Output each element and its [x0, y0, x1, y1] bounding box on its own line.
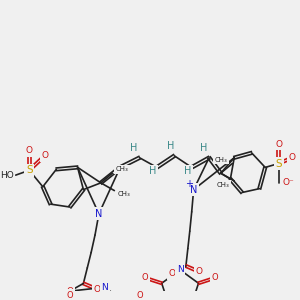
Text: HO: HO — [0, 171, 14, 180]
Text: O: O — [196, 267, 203, 276]
Text: N: N — [177, 266, 184, 274]
Text: CH₃: CH₃ — [216, 182, 229, 188]
Text: H: H — [184, 166, 191, 176]
Text: O: O — [26, 146, 33, 155]
Text: O: O — [41, 151, 48, 160]
Text: S: S — [26, 165, 33, 175]
Text: O: O — [212, 273, 218, 282]
Text: +: + — [185, 179, 193, 189]
Text: N: N — [101, 283, 108, 292]
Text: O: O — [169, 269, 176, 278]
Text: CH₃: CH₃ — [118, 191, 130, 197]
Text: O: O — [66, 287, 74, 296]
Text: N: N — [190, 184, 197, 195]
Text: S: S — [275, 158, 282, 169]
Text: H: H — [200, 143, 207, 153]
Text: CH₃: CH₃ — [214, 157, 227, 163]
Text: N: N — [95, 209, 103, 219]
Text: O: O — [136, 291, 143, 300]
Text: O: O — [66, 291, 73, 300]
Text: CH₃: CH₃ — [116, 166, 128, 172]
Text: O: O — [289, 153, 296, 162]
Text: H: H — [167, 141, 174, 151]
Text: O: O — [275, 140, 282, 149]
Text: O: O — [142, 273, 148, 282]
Text: H: H — [149, 166, 157, 176]
Text: H: H — [130, 143, 137, 153]
Text: O⁻: O⁻ — [283, 178, 294, 188]
Text: O: O — [93, 285, 100, 294]
